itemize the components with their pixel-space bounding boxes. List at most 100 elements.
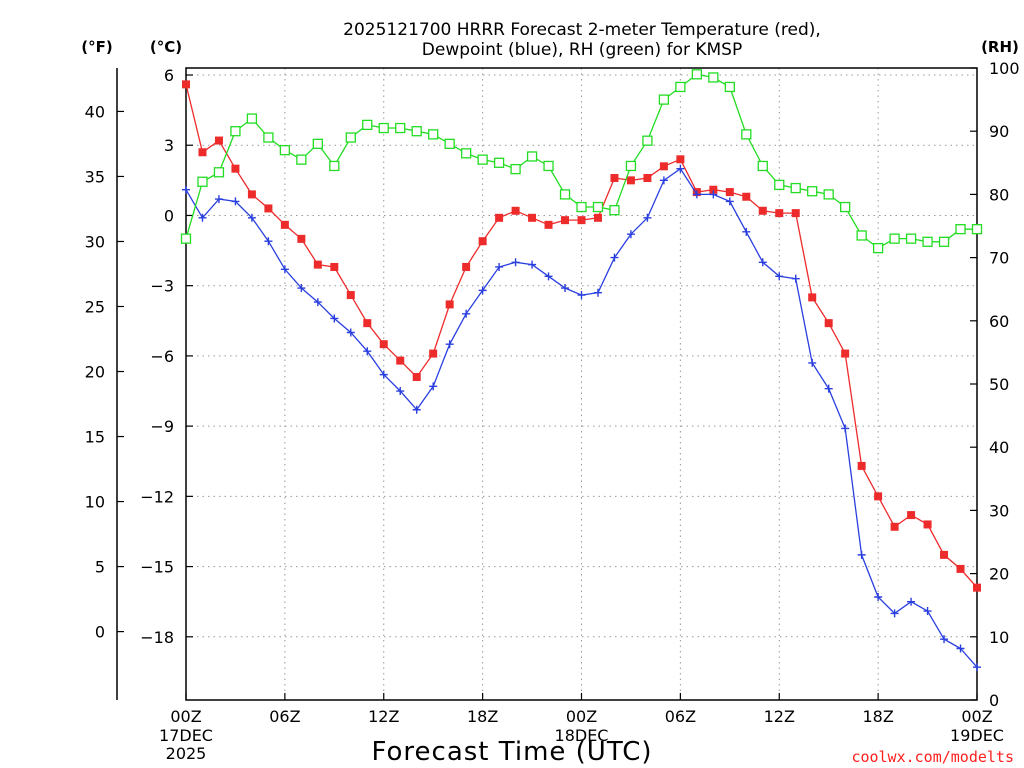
celsius-tick-label: 6 <box>164 66 174 85</box>
rh-point <box>938 236 950 247</box>
fahrenheit-tick-label: 20 <box>85 363 105 382</box>
x-tick-label: 18Z <box>467 707 498 726</box>
temperature-point <box>511 206 520 215</box>
x-tick-date-label: 19DEC <box>950 726 1004 745</box>
temperature-point <box>182 80 190 89</box>
fahrenheit-tick-label: 35 <box>85 167 105 186</box>
rh-point <box>642 135 653 146</box>
dewpoint-point <box>346 328 355 337</box>
dewpoint-point <box>429 382 438 391</box>
dewpoint-point <box>495 262 504 271</box>
rh-point <box>329 160 340 172</box>
fahrenheit-tick-label: 30 <box>85 232 105 251</box>
dewpoint-point <box>297 284 306 293</box>
temperature-point <box>280 220 289 229</box>
fahrenheit-unit-label: (°F) <box>81 38 112 56</box>
dewpoint-point <box>445 340 454 349</box>
dewpoint-point <box>182 185 190 194</box>
fahrenheit-tick-label: 10 <box>85 493 105 512</box>
dewpoint-point <box>841 424 850 433</box>
x-tick-label: 18Z <box>862 707 893 726</box>
rh-point <box>592 201 604 213</box>
rh-point <box>510 163 521 175</box>
dewpoint-point <box>231 197 240 206</box>
temperature-point <box>561 216 570 225</box>
x-tick-label: 12Z <box>764 707 795 726</box>
temperature-point <box>363 319 372 328</box>
temperature-point <box>841 349 850 358</box>
temperature-point <box>396 356 405 365</box>
dewpoint-point <box>478 286 487 295</box>
rh-tick-label: 20 <box>989 565 1009 584</box>
rh-point <box>263 132 274 143</box>
temperature-point <box>659 162 668 171</box>
x-tick-label: 06Z <box>269 707 300 726</box>
rh-point <box>230 126 241 137</box>
celsius-unit-label: (°C) <box>150 38 182 56</box>
dewpoint-point <box>198 213 207 222</box>
x-tick-label: 12Z <box>368 707 399 726</box>
temperature-point <box>445 300 454 309</box>
temperature-point <box>758 206 767 215</box>
temperature-point <box>593 213 602 222</box>
dewpoint-point <box>973 663 981 672</box>
dewpoint-point <box>412 405 421 414</box>
dewpoint-point <box>610 253 619 262</box>
celsius-tick-label: −3 <box>150 277 174 296</box>
temperature-point <box>577 216 586 225</box>
dewpoint-point <box>247 213 256 222</box>
dewpoint-point <box>561 284 570 293</box>
temperature-point <box>626 176 635 185</box>
rh-tick-label: 40 <box>989 438 1009 457</box>
rh-tick-label: 70 <box>989 249 1009 268</box>
temperature-point <box>214 136 223 145</box>
temperature-point <box>544 220 553 229</box>
fahrenheit-tick-label: 0 <box>95 623 105 642</box>
temperature-point <box>940 550 949 559</box>
dewpoint-point <box>462 309 471 318</box>
rh-point <box>296 154 307 165</box>
temperature-point <box>528 213 537 222</box>
dewpoint-point <box>940 635 949 644</box>
fahrenheit-tick-label: 5 <box>95 558 105 577</box>
temperature-point <box>742 192 751 201</box>
credit-text: coolwx.com/modelts <box>851 748 1014 766</box>
x-tick-date-label: 18DEC <box>555 726 609 745</box>
dewpoint-point <box>907 597 916 606</box>
rh-point <box>708 72 719 83</box>
rh-point <box>872 242 884 254</box>
dewpoint-point <box>742 227 751 236</box>
dewpoint-point <box>396 387 405 396</box>
fahrenheit-tick-label: 25 <box>85 297 105 316</box>
rh-point <box>922 236 933 247</box>
temperature-point <box>643 174 652 183</box>
x-tick-date-label: 17DEC <box>159 726 213 745</box>
x-tick-label: 06Z <box>665 707 696 726</box>
rh-tick-label: 0 <box>989 691 999 710</box>
rh-point <box>213 167 225 178</box>
dewpoint-point <box>923 607 932 616</box>
temperature-point <box>412 372 421 381</box>
dewpoint-point <box>824 384 833 393</box>
temperature-point <box>890 522 899 531</box>
rh-point <box>724 81 735 93</box>
rh-point <box>658 94 670 105</box>
rh-point <box>395 122 406 134</box>
rh-point <box>576 201 587 213</box>
temperature-point <box>808 293 817 302</box>
dewpoint-point <box>808 358 817 367</box>
rh-point <box>345 132 356 143</box>
dewpoint-point <box>692 190 701 199</box>
rh-tick-label: 80 <box>989 185 1009 204</box>
dewpoint-point <box>626 230 635 239</box>
dewpoint-point <box>676 164 685 173</box>
rh-point <box>246 113 258 124</box>
celsius-tick-label: −18 <box>140 628 174 647</box>
rh-tick-label: 10 <box>989 628 1009 647</box>
x-tick-label: 00Z <box>566 707 597 726</box>
data-series <box>180 69 983 672</box>
fahrenheit-tick-label: 40 <box>85 102 105 121</box>
rh-point <box>691 69 703 80</box>
temperature-point <box>907 511 916 520</box>
rh-point <box>444 138 455 149</box>
